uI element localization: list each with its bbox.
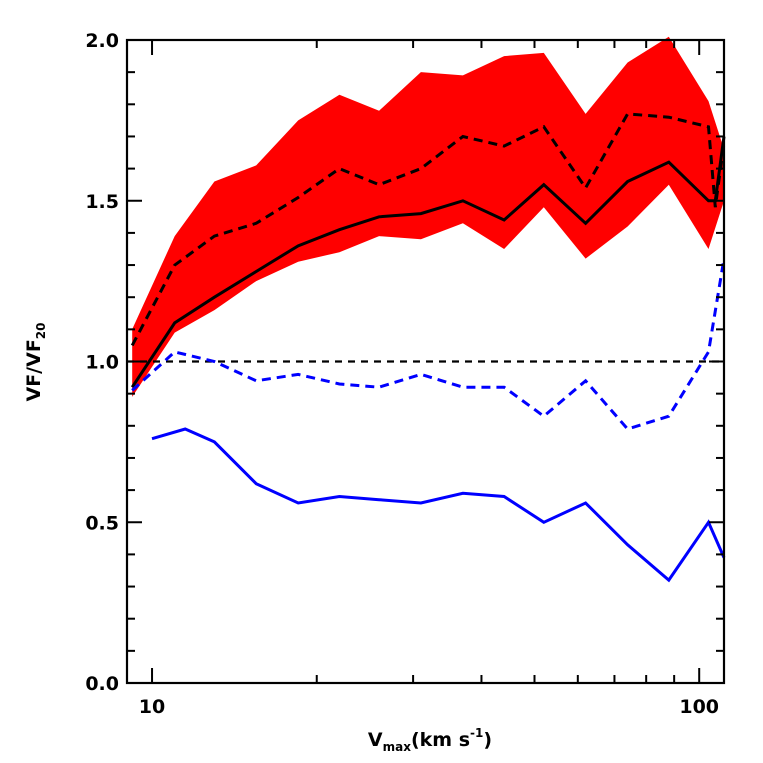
x-axis-title-main: V — [368, 729, 383, 751]
x-axis-title-close: ) — [483, 729, 492, 751]
x-axis-title: Vmax(km s-1) — [368, 726, 492, 754]
series-line-4 — [151, 427, 726, 583]
y-tick-label: 1.5 — [85, 191, 119, 213]
y-axis-title-main: VF/VF — [23, 339, 45, 401]
x-axis-title-sub: max — [383, 740, 412, 754]
series-line-1 — [130, 136, 726, 389]
x-axis-title-sup: -1 — [470, 726, 483, 740]
series-line-2 — [130, 112, 726, 347]
y-axis-title: VF/VF20 — [23, 322, 48, 401]
y-tick-label: 0.0 — [85, 673, 119, 695]
y-tick-label: 1.0 — [85, 352, 119, 374]
y-tick-label: 0.5 — [85, 512, 119, 534]
x-axis-title-rest: (km s — [411, 729, 470, 751]
series-line-3 — [131, 258, 726, 431]
y-axis-title-sub: 20 — [34, 322, 48, 339]
x-tick-label: 100 — [679, 696, 719, 718]
y-tick-label: 2.0 — [85, 30, 119, 52]
scatter-band — [132, 36, 724, 397]
tick-label-layer: 0.0 0.5 1.0 1.5 2.0 10 100 — [85, 30, 719, 718]
x-tick-label: 10 — [139, 696, 165, 718]
tick-layer — [126, 39, 724, 684]
series-layer — [130, 112, 726, 583]
plot-area — [127, 36, 726, 583]
